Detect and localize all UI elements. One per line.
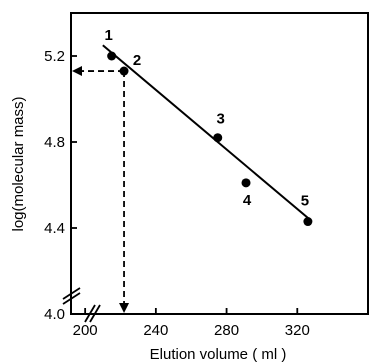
data-point-label: 2 [133, 52, 141, 69]
data-points: 1 2 3 4 5 [104, 27, 313, 227]
plot-frame [70, 12, 369, 315]
x-axis-break-mark-2 [89, 304, 101, 323]
reference-arrow-left-icon [72, 66, 82, 77]
data-point [213, 133, 223, 143]
reference-arrow-down-icon [119, 303, 130, 313]
data-point-label: 3 [217, 111, 225, 128]
y-tick-label: 4.4 [44, 220, 65, 237]
y-axis-ticks: 4.0 4.4 4.8 5.2 [44, 48, 77, 323]
axis-break-marks [62, 287, 101, 323]
reference-guides [72, 66, 130, 313]
x-axis-title: Elution volume ( ml ) [150, 346, 287, 363]
x-axis-ticks: 200 240 280 320 [73, 308, 310, 339]
y-axis-break-mark-1 [62, 287, 81, 300]
x-tick-label: 280 [214, 322, 239, 339]
y-tick-label: 4.0 [44, 306, 65, 323]
y-tick-label: 5.2 [44, 48, 65, 65]
fit-line [102, 44, 311, 221]
y-axis-title: log(molecular mass) [10, 96, 27, 231]
x-tick-label: 240 [143, 322, 168, 339]
y-tick-label: 4.8 [44, 134, 65, 151]
data-point [241, 178, 251, 188]
data-point [119, 66, 129, 76]
data-point [303, 217, 313, 227]
data-point [107, 51, 117, 61]
x-tick-label: 200 [73, 322, 98, 339]
data-point-label: 5 [301, 193, 309, 210]
x-axis-break-mark-1 [84, 304, 96, 323]
data-point-label: 1 [104, 27, 112, 44]
y-axis-break-mark-2 [62, 292, 81, 305]
x-tick-label: 320 [285, 322, 310, 339]
data-point-label: 4 [243, 192, 252, 209]
